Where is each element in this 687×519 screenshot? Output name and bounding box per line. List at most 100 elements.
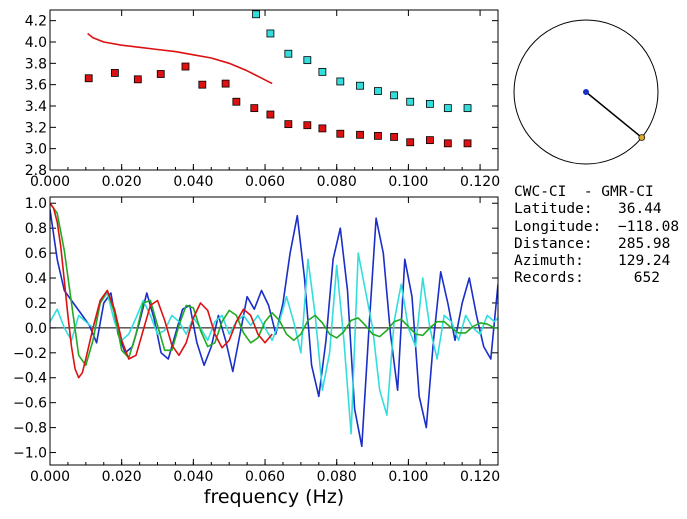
cyan-squares-marker: [390, 91, 398, 100]
red-squares-marker: [156, 70, 165, 78]
info-row-latitude: Latitude: 36.44: [514, 201, 662, 218]
red-squares-marker: [266, 110, 275, 119]
green-series-line: [50, 202, 498, 367]
red-squares-marker: [443, 139, 452, 148]
cyan-squares-marker: [303, 56, 312, 65]
info-row-azimuth: Azimuth: 129.24: [514, 253, 671, 270]
latitude-value: 36.44: [618, 201, 662, 218]
x-tick-label: 0.120: [460, 469, 500, 485]
plot-frame: [49, 9, 499, 171]
azimuth-map: [513, 19, 659, 165]
correlation-plot: 0.000 0.020 0.040 0.060 0.080 0.100 0.120 −1.0 −…: [13, 196, 500, 508]
x-tick-label: 0.060: [245, 174, 285, 190]
red-squares-marker: [356, 130, 364, 139]
y-tick-label: 4.0: [25, 35, 47, 51]
remote-station-dot: [638, 134, 646, 141]
y-tick-label: 3.8: [25, 56, 47, 72]
red-squares-marker: [463, 139, 472, 148]
red-squares-marker: [181, 62, 190, 71]
y-tick-label: −1.0: [13, 446, 47, 462]
red-squares-marker: [390, 133, 398, 141]
red-squares-marker: [284, 120, 293, 129]
red-squares-marker: [133, 75, 142, 84]
cyan-squares-marker: [356, 81, 364, 90]
y-tick-label: 1.0: [25, 196, 47, 212]
y-tick-label: 3.6: [25, 78, 47, 94]
y-tick-label: −0.8: [13, 421, 47, 437]
blue-series-line: [50, 209, 498, 448]
distance-value: 285.98: [618, 235, 671, 252]
x-tick-label: 0.100: [388, 174, 428, 190]
y-tick-label: 3.2: [25, 120, 47, 136]
red-squares-marker: [318, 124, 327, 133]
info-row-distance: Distance: 285.98: [514, 235, 671, 253]
y-tick-label: 0.4: [25, 271, 47, 287]
red-squares-marker: [336, 129, 345, 138]
y-tick-label: 0.8: [25, 221, 47, 237]
cyan-squares-marker: [252, 10, 260, 19]
series-group: [84, 10, 472, 148]
cyan-squares-marker: [318, 67, 327, 76]
station-dot: [583, 89, 589, 95]
y-tick-label: 3.4: [25, 99, 47, 115]
x-tick-label: 0.020: [102, 174, 142, 190]
x-tick-label: 0.040: [173, 469, 213, 485]
x-tick-label: 0.040: [173, 174, 213, 190]
cyan-squares-marker: [443, 104, 452, 113]
red-squares-marker: [374, 131, 382, 140]
distance-label: Distance:: [514, 235, 593, 252]
longitude-label: Longitude:: [514, 218, 602, 235]
x-tick-label: 0.100: [388, 469, 428, 485]
x-tick-label: 0.000: [30, 469, 70, 485]
red-squares-marker: [303, 121, 312, 130]
azimuth-line: [585, 91, 643, 139]
y-tick-label: 0.6: [25, 246, 47, 262]
plot-frame: [49, 196, 499, 466]
y-tick-label: −0.2: [13, 346, 47, 362]
x-tick-label: 0.080: [317, 469, 357, 485]
cyan-squares-marker: [336, 77, 345, 86]
red-squares-marker: [250, 104, 259, 113]
y-tick-label: −0.4: [13, 371, 47, 387]
y-tick-label: 4.2: [25, 14, 47, 30]
y-tick-label: −0.6: [13, 396, 47, 412]
y-tick-label: 2.8: [25, 163, 47, 179]
azimuth-value: 129.24: [618, 253, 671, 270]
dispersion-plot: 0.000 0.020 0.040 0.060 0.080 0.100 0.120 2.8 3.…: [25, 9, 500, 190]
red-squares-marker: [84, 74, 93, 83]
azimuth-label: Azimuth:: [514, 253, 584, 270]
map-circle: [513, 19, 659, 165]
cyan-squares-marker: [374, 87, 382, 95]
cyan-squares-marker: [426, 99, 434, 108]
red-squares-marker: [198, 80, 207, 89]
cyan-squares-marker: [284, 49, 293, 58]
x-tick-label: 0.000: [30, 174, 70, 190]
y-tick-label: 0.0: [25, 321, 47, 337]
series-group: [50, 202, 498, 448]
red-squares-marker: [221, 79, 230, 88]
red-squares-marker: [232, 97, 241, 106]
red-squares-marker: [406, 138, 415, 147]
cyan-squares-marker: [266, 29, 275, 38]
records-label: Records:: [514, 270, 584, 287]
station-info-panel: CWC-CI - GMR-CI Latitude: 36.44 Longitud…: [514, 184, 680, 288]
x-tick-label: 0.020: [102, 469, 142, 485]
red-series-line: [50, 202, 273, 379]
red-curve-series-line: [87, 32, 273, 85]
longitude-value: −118.08: [618, 218, 680, 235]
x-tick-label: 0.120: [460, 174, 500, 190]
x-tick-label: 0.080: [317, 174, 357, 190]
latitude-label: Latitude:: [514, 201, 593, 218]
info-row-records: Records: 652: [514, 270, 660, 287]
cyan-series-line: [50, 252, 498, 435]
station-pair-title: CWC-CI - GMR-CI: [514, 184, 654, 200]
x-tick-label: 0.060: [245, 469, 285, 485]
x-axis-title: frequency (Hz): [204, 486, 344, 508]
records-value: 652: [633, 270, 660, 287]
y-tick-label: 0.2: [25, 296, 47, 312]
red-squares-marker: [426, 136, 434, 145]
cyan-squares-marker: [406, 97, 415, 106]
y-tick-label: 3.0: [25, 142, 47, 158]
info-row-longitude: Longitude: −118.08: [514, 218, 680, 236]
